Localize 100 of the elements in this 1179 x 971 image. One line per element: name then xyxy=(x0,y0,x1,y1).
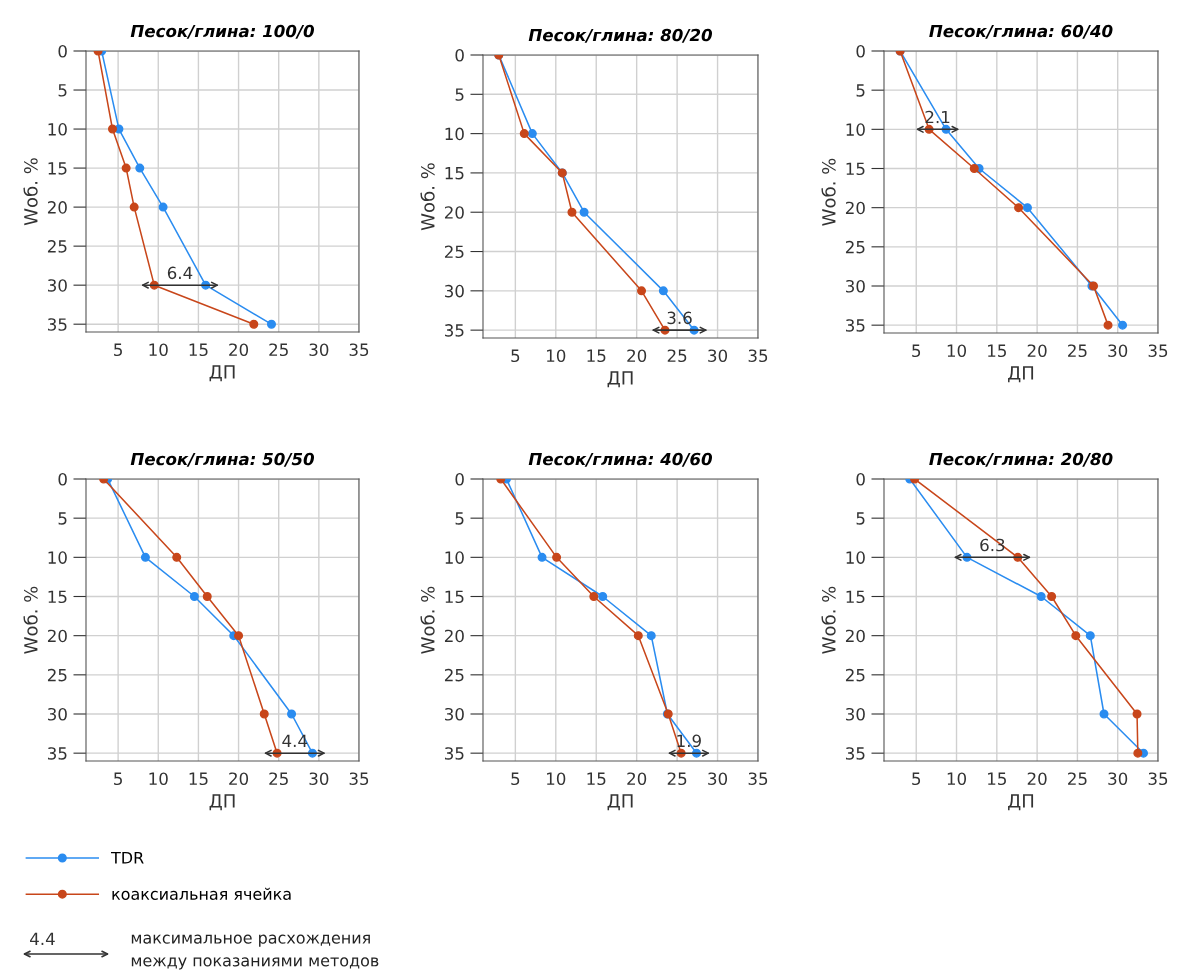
point xyxy=(637,286,647,296)
y-tick-label: 20 xyxy=(47,629,67,643)
y-tick-label: 15 xyxy=(445,590,464,604)
y-tick-label: 30 xyxy=(846,707,865,721)
x-tick-label: 25 xyxy=(269,343,288,357)
y-tick-label: 20 xyxy=(444,629,464,643)
y-tick-label: 35 xyxy=(48,747,67,760)
y-tick-label: 5 xyxy=(455,512,464,525)
x-tick-label: 15 xyxy=(189,772,208,786)
y-tick-label: 35 xyxy=(445,324,464,337)
y-axis-title: Wоб. % xyxy=(821,158,836,226)
x-tick-label: 35 xyxy=(748,772,768,786)
y-tick-label: 20 xyxy=(444,206,464,219)
point xyxy=(1014,203,1024,213)
y-tick-label: 25 xyxy=(47,240,67,253)
point xyxy=(537,552,547,562)
point xyxy=(969,163,979,174)
x-tick-label: 30 xyxy=(708,349,728,363)
y-tick-label: 10 xyxy=(846,551,865,564)
y-tick-label: 0 xyxy=(856,44,865,58)
x-tick-label: 35 xyxy=(1148,772,1168,786)
x-tick-label: 5 xyxy=(511,349,520,363)
point xyxy=(1036,591,1046,602)
y-tick-label: 10 xyxy=(445,127,464,141)
x-tick-label: 30 xyxy=(708,772,728,786)
text: максимальное расхождения между показаниями методов xyxy=(131,934,379,970)
x-tick-label: 30 xyxy=(1108,344,1128,358)
x-tick-label: 20 xyxy=(627,772,647,786)
y-tick-label: 35 xyxy=(48,318,67,331)
point xyxy=(527,129,537,139)
y-tick-label: 0 xyxy=(58,44,67,58)
y-tick-label: 20 xyxy=(845,201,865,215)
x-tick-label: 10 xyxy=(149,772,168,786)
x-tick-label: 25 xyxy=(1068,772,1087,786)
y-tick-label: 5 xyxy=(856,512,865,525)
x-tick-label: 20 xyxy=(229,343,249,357)
x-tick-label: 20 xyxy=(1027,344,1047,358)
y-tick-label: 30 xyxy=(445,284,464,298)
chart-title: Песок/глина: 60/40 xyxy=(929,24,1113,39)
y-tick-label: 15 xyxy=(48,590,67,604)
x-tick-label: 35 xyxy=(349,343,369,357)
x-tick-label: 10 xyxy=(149,343,168,357)
point xyxy=(1047,591,1057,602)
x-axis-title: ДП xyxy=(607,371,633,388)
y-tick-label: 30 xyxy=(846,279,865,293)
x-axis-title: ДП xyxy=(1008,794,1034,811)
point xyxy=(519,129,529,139)
x-tick-label: 30 xyxy=(309,343,329,357)
annotation: 6.4 xyxy=(167,266,193,280)
y-tick-label: 30 xyxy=(48,707,67,721)
y-tick-label: 35 xyxy=(846,747,865,760)
x-tick-label: 5 xyxy=(114,772,122,786)
x-tick-label: 5 xyxy=(912,344,921,358)
y-tick-label: 30 xyxy=(445,707,464,721)
point xyxy=(1132,709,1142,719)
x-tick-label: 35 xyxy=(1148,344,1168,358)
x-tick-label: 15 xyxy=(189,343,208,357)
x-tick-label: 25 xyxy=(1068,344,1087,358)
y-tick-label: 35 xyxy=(846,319,865,332)
point xyxy=(589,591,599,602)
legend-label: коаксиальная ячейка xyxy=(112,887,291,900)
point xyxy=(1085,631,1095,641)
y-axis-title: Wоб. % xyxy=(23,586,38,654)
x-tick-label: 35 xyxy=(349,772,369,786)
y-axis-title: Wоб. % xyxy=(23,158,38,226)
point xyxy=(121,163,131,173)
x-tick-label: 15 xyxy=(587,349,606,363)
point xyxy=(129,202,139,212)
x-tick-label: 20 xyxy=(1027,772,1047,786)
y-tick-label: 10 xyxy=(48,123,67,136)
x-axis-title: ДП xyxy=(209,365,235,382)
x-tick-label: 10 xyxy=(947,344,967,358)
y-tick-label: 35 xyxy=(445,747,464,760)
point xyxy=(1133,748,1143,758)
x-tick-label: 10 xyxy=(547,349,566,363)
point xyxy=(189,591,199,602)
chart-title: Песок/глина: 80/20 xyxy=(528,28,713,43)
y-tick-label: 10 xyxy=(48,551,67,564)
y-tick-label: 0 xyxy=(455,472,464,486)
x-tick-label: 25 xyxy=(667,772,687,786)
y-tick-label: 20 xyxy=(47,201,67,214)
point xyxy=(234,631,244,641)
point xyxy=(552,552,562,562)
y-tick-label: 10 xyxy=(846,123,865,136)
y-tick-label: 0 xyxy=(58,472,67,486)
y-tick-label: 5 xyxy=(58,84,67,97)
x-tick-label: 35 xyxy=(748,349,768,363)
point xyxy=(1103,320,1113,330)
annotation: 4.4 xyxy=(282,734,308,747)
point xyxy=(259,709,269,719)
chart-title: Песок/глина: 40/60 xyxy=(528,452,713,467)
y-tick-label: 15 xyxy=(48,162,67,175)
point xyxy=(567,207,577,217)
point xyxy=(598,591,608,602)
x-tick-label: 5 xyxy=(114,343,122,357)
point xyxy=(1118,320,1128,330)
y-tick-label: 0 xyxy=(856,472,865,486)
x-tick-label: 15 xyxy=(988,344,1006,358)
y-tick-label: 15 xyxy=(846,590,865,604)
y-axis-title: Wоб. % xyxy=(420,586,435,654)
